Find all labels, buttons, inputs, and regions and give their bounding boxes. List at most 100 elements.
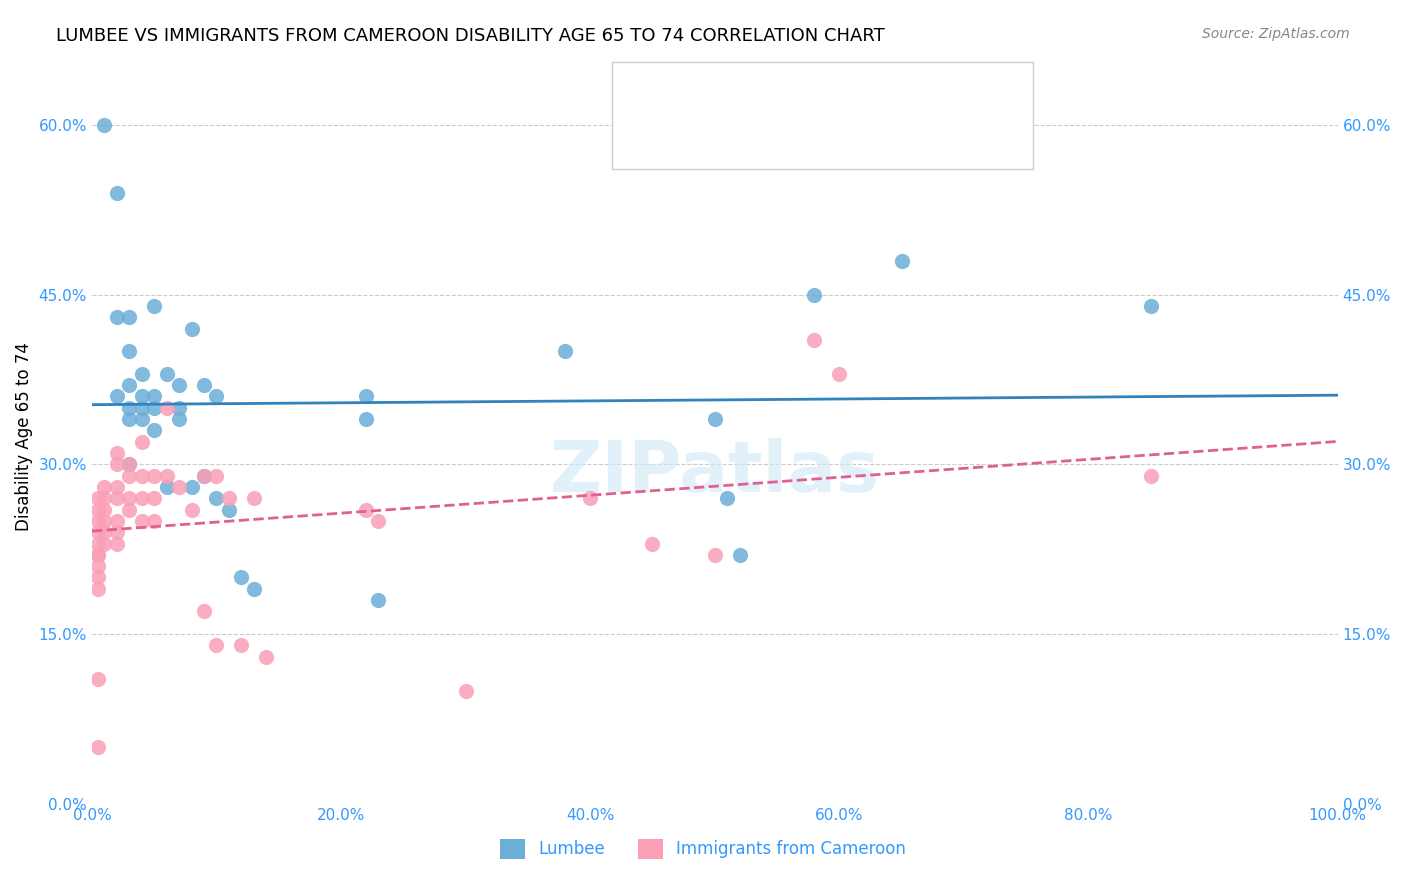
Point xyxy=(231,570,253,584)
Point xyxy=(105,458,128,472)
Point xyxy=(93,118,115,132)
Point xyxy=(131,491,153,506)
Point xyxy=(118,344,141,359)
Point xyxy=(87,536,110,550)
Text: Source: ZipAtlas.com: Source: ZipAtlas.com xyxy=(1202,27,1350,41)
Text: N =: N = xyxy=(841,89,877,107)
Point xyxy=(579,491,602,506)
Point xyxy=(156,367,179,381)
Point xyxy=(205,389,228,403)
Point xyxy=(367,514,389,528)
Point xyxy=(803,333,825,347)
Text: 57: 57 xyxy=(896,127,918,145)
Point xyxy=(118,491,141,506)
Point xyxy=(167,378,190,392)
Point xyxy=(118,412,141,426)
Text: LUMBEE VS IMMIGRANTS FROM CAMEROON DISABILITY AGE 65 TO 74 CORRELATION CHART: LUMBEE VS IMMIGRANTS FROM CAMEROON DISAB… xyxy=(56,27,884,45)
Point xyxy=(180,502,202,516)
Point xyxy=(890,253,912,268)
Point xyxy=(105,491,128,506)
Text: 0.018: 0.018 xyxy=(754,89,806,107)
Point xyxy=(87,548,110,562)
Point xyxy=(87,548,110,562)
Point xyxy=(231,638,253,652)
Point xyxy=(105,310,128,325)
Point xyxy=(254,649,277,664)
Point xyxy=(167,401,190,415)
Point xyxy=(143,491,166,506)
Point xyxy=(87,570,110,584)
Point xyxy=(193,378,215,392)
Point xyxy=(93,491,115,506)
Point xyxy=(218,502,240,516)
Point xyxy=(218,491,240,506)
Point xyxy=(131,468,153,483)
Point xyxy=(205,638,228,652)
Point xyxy=(728,548,751,562)
Point xyxy=(156,480,179,494)
Text: R =: R = xyxy=(699,127,734,145)
Point xyxy=(143,401,166,415)
Point xyxy=(143,299,166,313)
Point xyxy=(156,468,179,483)
FancyBboxPatch shape xyxy=(644,84,688,114)
Point xyxy=(87,672,110,686)
Point xyxy=(554,344,576,359)
Point xyxy=(131,389,153,403)
Point xyxy=(93,514,115,528)
Text: ZIPatlas: ZIPatlas xyxy=(550,438,880,508)
Point xyxy=(143,514,166,528)
Point xyxy=(87,582,110,596)
Point xyxy=(105,389,128,403)
Point xyxy=(143,424,166,438)
Point xyxy=(118,468,141,483)
Point xyxy=(193,468,215,483)
Text: 0.033: 0.033 xyxy=(754,127,806,145)
Point xyxy=(803,287,825,301)
Point xyxy=(105,186,128,200)
Point xyxy=(243,491,266,506)
Point xyxy=(105,480,128,494)
Point xyxy=(131,434,153,449)
Point xyxy=(143,389,166,403)
Point xyxy=(1139,299,1161,313)
Point xyxy=(205,491,228,506)
Legend: Lumbee, Immigrants from Cameroon: Lumbee, Immigrants from Cameroon xyxy=(494,832,912,866)
Point xyxy=(118,310,141,325)
Point xyxy=(118,378,141,392)
Point xyxy=(193,604,215,618)
Point xyxy=(118,401,141,415)
Point xyxy=(93,536,115,550)
Point xyxy=(828,367,851,381)
Point xyxy=(93,525,115,540)
Point xyxy=(1139,468,1161,483)
Point xyxy=(131,401,153,415)
Point xyxy=(118,502,141,516)
Point xyxy=(87,559,110,574)
Point xyxy=(105,446,128,460)
Point xyxy=(93,480,115,494)
Point xyxy=(354,502,377,516)
Point xyxy=(131,412,153,426)
Point xyxy=(167,480,190,494)
Point xyxy=(131,514,153,528)
Text: R =: R = xyxy=(699,89,734,107)
Y-axis label: Disability Age 65 to 74: Disability Age 65 to 74 xyxy=(15,342,32,531)
Point xyxy=(243,582,266,596)
Point xyxy=(93,502,115,516)
Point xyxy=(105,514,128,528)
Point xyxy=(143,468,166,483)
Point xyxy=(131,367,153,381)
Text: 42: 42 xyxy=(896,89,920,107)
Point xyxy=(354,412,377,426)
Point xyxy=(87,502,110,516)
Point xyxy=(367,593,389,607)
Point xyxy=(87,491,110,506)
FancyBboxPatch shape xyxy=(644,121,688,152)
Point xyxy=(180,480,202,494)
Point xyxy=(105,525,128,540)
Point xyxy=(118,458,141,472)
Point xyxy=(180,321,202,335)
Point xyxy=(454,683,477,698)
Point xyxy=(87,514,110,528)
